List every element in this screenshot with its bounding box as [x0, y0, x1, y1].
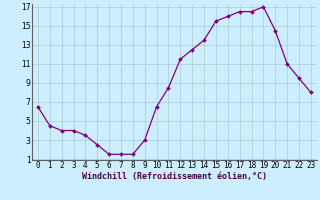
X-axis label: Windchill (Refroidissement éolien,°C): Windchill (Refroidissement éolien,°C): [82, 172, 267, 181]
